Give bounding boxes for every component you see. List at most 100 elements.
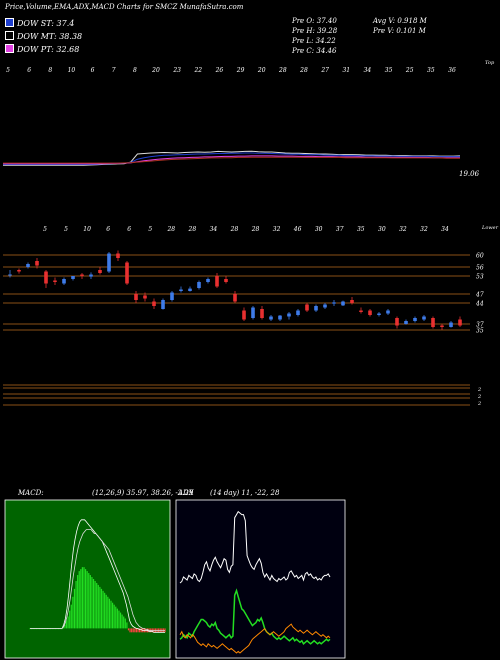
macd-histogram-bar: [108, 598, 111, 629]
overview-series-line: [3, 152, 460, 165]
macd-histogram-bar: [97, 584, 99, 629]
macd-series-line: [30, 529, 165, 631]
price-right-label: 37: [476, 322, 484, 329]
price-candle-body: [215, 276, 219, 287]
price-corner-label: Lower: [481, 225, 499, 231]
overview-top-tick: 25: [405, 67, 414, 74]
price-candle-body: [359, 310, 363, 312]
macd-histogram-bar: [83, 567, 85, 629]
price-top-tick: 30: [315, 226, 323, 233]
macd-histogram-bar: [111, 602, 114, 629]
price-candle-body: [260, 309, 264, 318]
price-top-tick: 35: [357, 226, 365, 233]
macd-histogram-bar: [115, 606, 117, 629]
price-top-tick: 5: [64, 226, 68, 233]
price-candle-body: [350, 300, 354, 303]
stat-avg-volume: Avg V: 0.918 M: [373, 17, 427, 25]
overview-top-tick: 20: [151, 67, 160, 74]
overview-top-tick: 34: [364, 67, 372, 74]
price-top-tick: 5: [148, 226, 152, 233]
legend-swatch: [5, 18, 14, 27]
macd-histogram-bar: [81, 567, 84, 629]
macd-histogram-bar: [72, 596, 74, 629]
price-candle-body: [80, 274, 84, 276]
price-top-tick: 32: [273, 226, 281, 233]
overview-top-tick: 10: [68, 67, 76, 74]
price-candle-body: [314, 306, 318, 311]
macd-histogram-bar: [96, 582, 98, 629]
overview-top-tick: 28: [299, 67, 308, 74]
chart-title: Price,Volume,EMA,ADX,MACD Charts for SMC…: [5, 3, 244, 11]
price-top-tick: 28: [251, 226, 260, 233]
price-top-tick: 34: [210, 226, 218, 233]
legend-swatch: [5, 31, 14, 40]
price-candle-body: [143, 295, 147, 299]
macd-histogram-bar: [137, 628, 139, 633]
price-candle-body: [404, 321, 408, 324]
macd-histogram-bar: [64, 624, 66, 629]
price-candle-body: [152, 301, 156, 306]
price-candle-body: [206, 279, 210, 282]
lower-band-label: 2: [477, 387, 481, 393]
macd-histogram-bar: [138, 628, 141, 633]
macd-histogram-bar: [88, 573, 90, 629]
overview-value-label: 19.06: [459, 170, 480, 178]
overview-top-tick: 31: [342, 67, 350, 74]
price-top-tick: 5: [43, 226, 47, 233]
price-candle-body: [224, 279, 228, 282]
price-candle-body: [440, 325, 444, 327]
overview-top-tick: 28: [278, 67, 287, 74]
overview-top-tick: 36: [448, 67, 456, 74]
macd-histogram-bar: [94, 580, 96, 629]
price-candle-body: [53, 280, 57, 282]
macd-histogram-bar: [121, 614, 123, 629]
legend-dow-mt: DOW MT: 38.38: [5, 31, 82, 41]
lower-band-label: 2: [477, 401, 481, 407]
stat-high: Pre H: 39.28: [292, 27, 338, 35]
macd-histogram-bar: [118, 610, 120, 629]
price-candle-body: [323, 304, 327, 308]
legend-dow-st: DOW ST: 37.4: [5, 18, 74, 28]
macd-histogram-bar: [119, 612, 122, 629]
price-candle-body: [233, 294, 237, 302]
macd-histogram-bar: [91, 577, 93, 629]
macd-histogram-bar: [126, 622, 128, 629]
price-candle-body: [278, 315, 282, 320]
macd-histogram-bar: [124, 618, 126, 629]
price-candle-body: [458, 319, 462, 326]
price-candle-body: [179, 289, 183, 291]
macd-histogram-bar: [67, 616, 69, 629]
price-candle-body: [332, 302, 336, 304]
price-top-tick: 46: [293, 226, 302, 233]
macd-histogram-bar: [104, 592, 106, 629]
price-candle-body: [413, 318, 417, 321]
macd-histogram-bar: [127, 628, 130, 631]
price-candle-body: [422, 316, 426, 320]
adx-series-line: [179, 510, 331, 584]
legend-label: DOW PT: 32.68: [17, 45, 80, 54]
macd-histogram-bar: [100, 588, 103, 629]
stat-pre-volume: Pre V: 0.101 M: [373, 27, 426, 35]
overview-corner-label: Top: [485, 60, 495, 66]
price-candle-body: [17, 270, 21, 272]
legend-label: DOW MT: 38.38: [17, 32, 83, 41]
overview-top-tick: 6: [91, 67, 95, 74]
macd-histogram-bar: [140, 628, 142, 633]
overview-top-tick: 8: [48, 67, 52, 74]
macd-histogram-bar: [92, 579, 95, 629]
overview-top-tick: 29: [236, 67, 245, 74]
macd-histogram-bar: [78, 571, 80, 629]
price-candle-body: [368, 310, 372, 315]
adx-params: (14 day) 11, -22, 28: [210, 489, 280, 497]
macd-histogram-bar: [75, 580, 77, 629]
macd-histogram-bar: [102, 590, 104, 629]
price-candle-body: [386, 310, 390, 314]
price-top-tick: 6: [106, 226, 110, 233]
macd-histogram-bar: [135, 628, 138, 633]
price-right-label: 60: [476, 253, 484, 260]
macd-histogram-bar: [107, 596, 109, 629]
adx-series-line: [179, 623, 331, 654]
stat-close: Pre C: 34.46: [292, 47, 337, 55]
stat-open: Pre O: 37.40: [292, 17, 337, 25]
